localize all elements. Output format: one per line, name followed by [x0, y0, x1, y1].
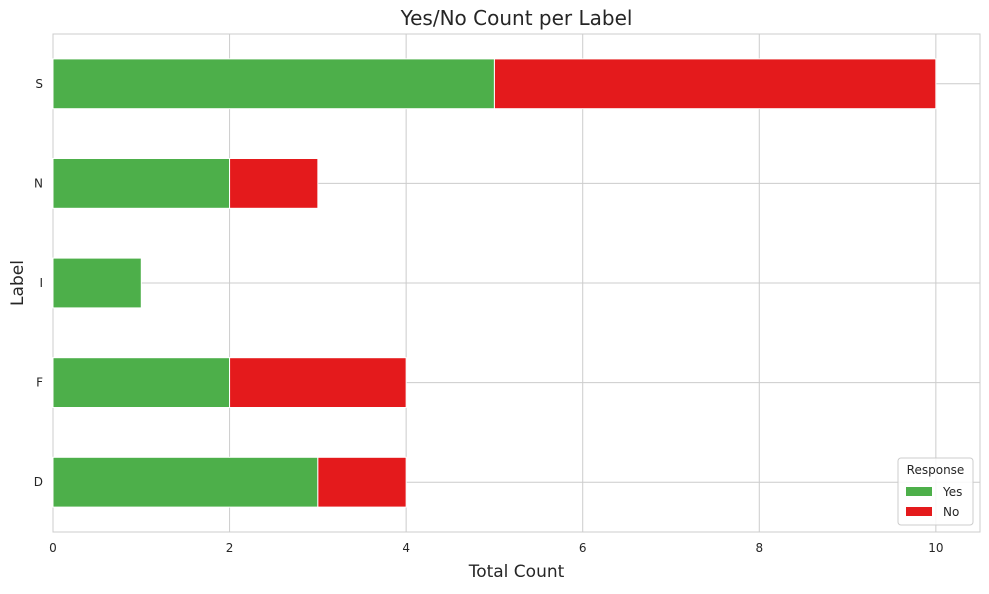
bars	[52, 58, 937, 508]
y-axis-ticks: D F I N S	[34, 77, 43, 489]
bar-yes-n	[52, 158, 231, 209]
bar-yes-i	[52, 257, 142, 309]
x-tick-label: 10	[928, 541, 943, 555]
legend: Response Yes No	[897, 457, 974, 526]
y-axis-label: Label	[8, 260, 28, 306]
bar-no-n	[229, 158, 319, 209]
legend-swatch-yes	[906, 487, 932, 496]
bar-no-f	[229, 357, 407, 409]
bar-yes-s	[52, 58, 495, 110]
bar-no-s	[493, 58, 937, 110]
y-tick-label: N	[34, 176, 43, 190]
legend-label-yes: Yes	[942, 485, 962, 499]
x-axis-label: Total Count	[468, 562, 565, 582]
legend-title: Response	[907, 463, 965, 477]
x-tick-label: 2	[226, 541, 234, 555]
legend-label-no: No	[943, 505, 959, 519]
x-tick-label: 6	[579, 541, 587, 555]
y-tick-label: S	[35, 77, 43, 91]
x-tick-label: 8	[755, 541, 763, 555]
y-tick-label: F	[36, 376, 43, 390]
chart-title: Yes/No Count per Label	[400, 6, 633, 30]
x-axis-ticks: 0 2 4 6 8 10	[49, 541, 943, 555]
bar-no-d	[317, 456, 407, 508]
bar-yes-f	[52, 357, 231, 409]
legend-swatch-no	[906, 507, 932, 516]
y-tick-label: I	[39, 276, 43, 290]
y-tick-label: D	[34, 475, 43, 489]
bar-yes-d	[52, 456, 319, 508]
x-tick-label: 0	[49, 541, 57, 555]
x-tick-label: 4	[402, 541, 410, 555]
